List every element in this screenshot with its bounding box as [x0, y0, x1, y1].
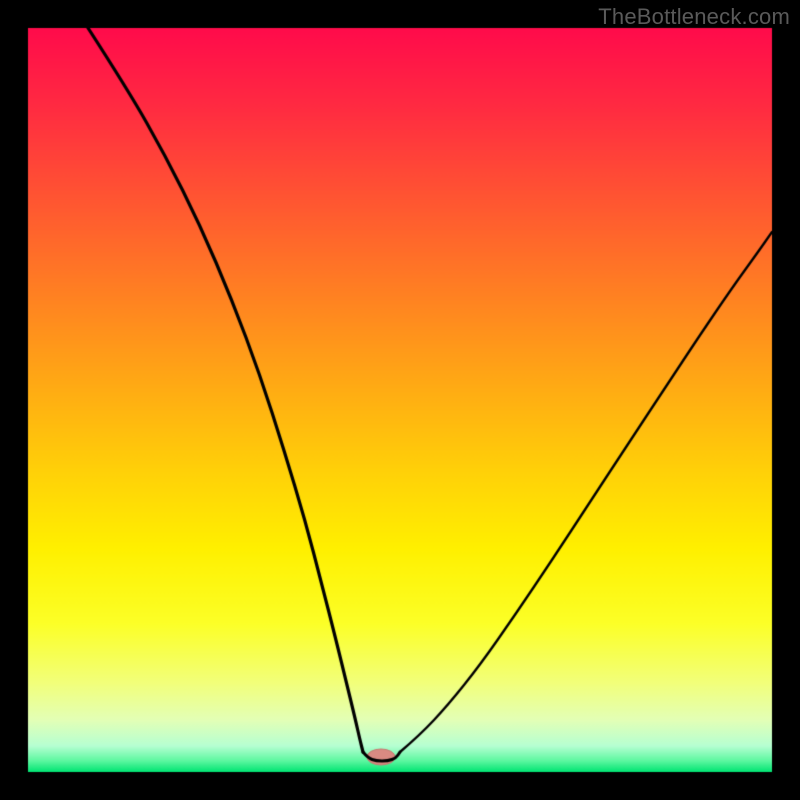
watermark-text: TheBottleneck.com — [598, 4, 790, 30]
bottleneck-chart-canvas — [0, 0, 800, 800]
chart-stage: TheBottleneck.com — [0, 0, 800, 800]
